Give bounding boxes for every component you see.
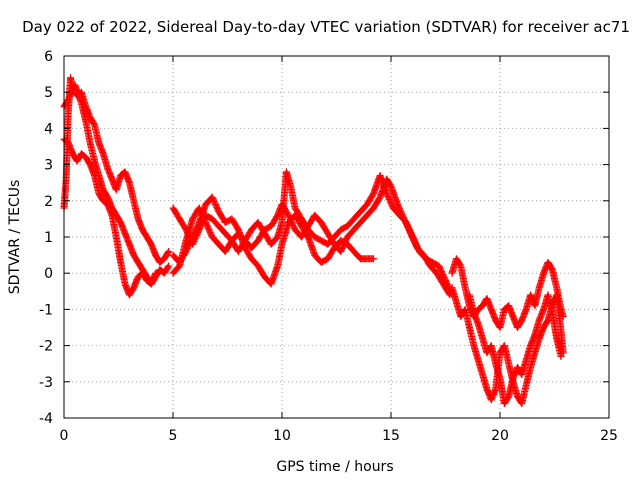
y-tick-label: 1 xyxy=(44,230,53,246)
x-axis-label: GPS time / hours xyxy=(276,459,393,475)
y-axis-label: SDTVAR / TECUs xyxy=(7,180,23,295)
data-point-marker xyxy=(165,247,173,255)
x-tick-label: 15 xyxy=(382,428,400,444)
x-tick-label: 5 xyxy=(169,428,178,444)
y-tick-label: 0 xyxy=(44,266,53,282)
data-point-marker xyxy=(164,263,172,271)
y-tick-label: 4 xyxy=(44,121,53,137)
x-tick-label: 0 xyxy=(60,428,69,444)
data-markers xyxy=(60,74,567,408)
y-tick-label: -2 xyxy=(39,339,53,355)
x-tick-label: 20 xyxy=(491,428,509,444)
y-tick-label: 2 xyxy=(44,194,53,210)
data-point-marker xyxy=(165,262,173,270)
y-tick-label: 3 xyxy=(44,158,53,174)
y-tick-label: -3 xyxy=(39,375,53,391)
axis-ticks: 0 5 10 15 20 25 -4 -3 -2 -1 0 1 2 3 4 5 6 xyxy=(39,49,618,444)
y-tick-label: 5 xyxy=(44,85,53,101)
y-tick-label: -1 xyxy=(39,302,53,318)
data-point-marker xyxy=(164,249,172,257)
x-tick-label: 10 xyxy=(273,428,291,444)
y-tick-label: -4 xyxy=(39,411,53,427)
y-tick-label: 6 xyxy=(44,49,53,65)
x-tick-label: 25 xyxy=(600,428,618,444)
data-point-marker xyxy=(370,255,378,263)
data-point-marker xyxy=(152,269,160,277)
data-point-marker xyxy=(557,352,565,360)
chart-title: Day 022 of 2022, Sidereal Day-to-day VTE… xyxy=(22,18,630,36)
